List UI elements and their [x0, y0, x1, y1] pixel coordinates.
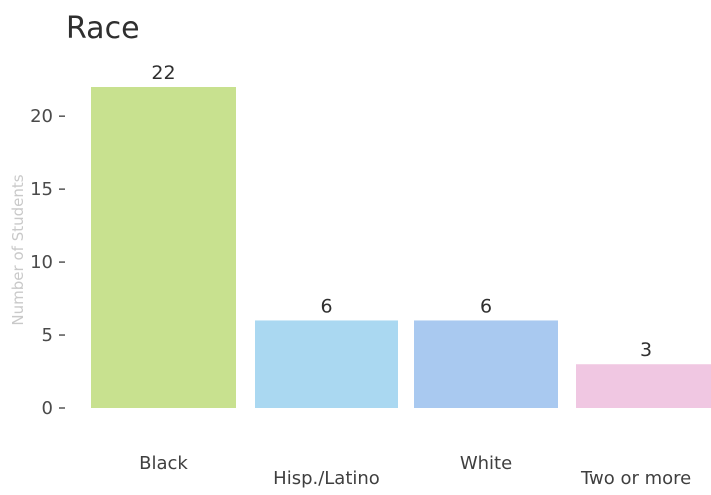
x-category-label: Two or more — [580, 468, 691, 489]
x-category-label: White — [460, 453, 512, 474]
bar-value-label: 6 — [320, 295, 332, 317]
x-axis: Black Hisp./Latino White Two or more — [139, 453, 691, 489]
bar — [414, 320, 558, 408]
bar — [91, 87, 236, 408]
bar-value-label: 22 — [151, 62, 175, 84]
bar — [576, 364, 711, 408]
x-category-label: Hisp./Latino — [273, 468, 380, 489]
y-axis-label: Number of Students — [9, 174, 27, 325]
bar — [255, 320, 398, 408]
y-tick-label: 10 — [30, 252, 53, 273]
y-axis: 0 5 10 15 20 — [30, 106, 65, 419]
y-tick-label: 20 — [30, 106, 53, 127]
bars-group — [91, 87, 711, 408]
bar-value-label: 3 — [640, 339, 652, 361]
y-tick-label: 5 — [42, 325, 53, 346]
y-tick-label: 15 — [30, 179, 53, 200]
x-category-label: Black — [139, 453, 188, 474]
y-tick-label: 0 — [42, 398, 53, 419]
bar-value-label: 6 — [480, 295, 492, 317]
chart-title: Race — [66, 11, 140, 46]
